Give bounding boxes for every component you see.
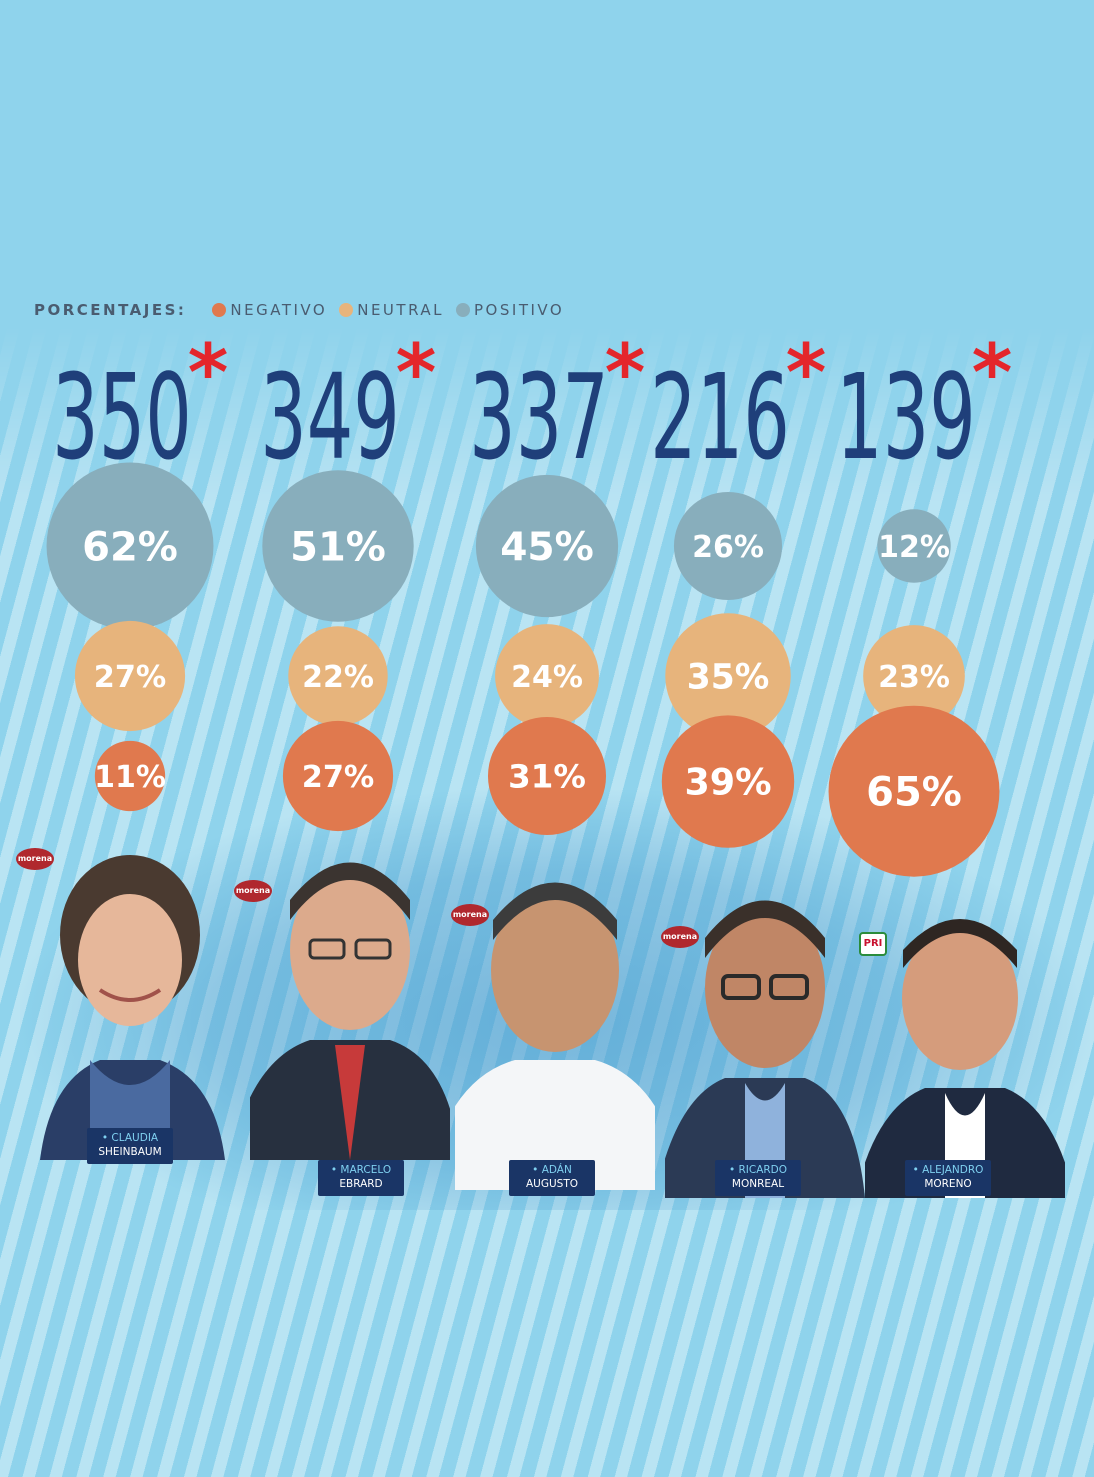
total-asterisk: * [972,329,1013,419]
name-label-ebrard: • MARCELO EBRARD [318,1160,404,1196]
last-name: SHEINBAUM [98,1146,162,1158]
bubble-label-positivo: 26% [692,530,764,565]
bubble-positivo [46,462,214,630]
bubble-label-neutral: 23% [878,660,950,695]
bubble-positivo [877,509,951,583]
first-name: • ADÁN [532,1164,572,1176]
party-logo-morena: morena [451,904,489,926]
first-name: • CLAUDIA [101,1132,159,1144]
bubble-negativo [282,720,394,832]
bubble-positivo [262,470,414,622]
bubble-label-negativo: 65% [866,770,962,816]
bubble-label-neutral: 22% [302,660,374,695]
total-asterisk: * [605,329,646,419]
legend: PORCENTAJES: NEGATIVO NEUTRAL POSITIVO [34,298,570,322]
bubble-label-positivo: 12% [878,530,950,565]
portrait-sheinbaum [40,855,225,1160]
candidate-card-augusto: morena • ADÁN AUGUSTO [451,860,655,1196]
total-label: 139 [836,350,976,487]
bubble-negativo [661,715,795,848]
legend-dot-negative [212,303,227,317]
name-label-augusto: • ADÁN AUGUSTO [509,1160,595,1196]
last-name: AUGUSTO [525,1178,579,1190]
party-logo-morena: morena [16,848,54,870]
portrait-monreal [665,900,865,1198]
bubble-label-negativo: 39% [684,761,771,804]
last-name: MONREAL [731,1178,785,1190]
total-asterisk: * [188,329,229,419]
party-logo-pri: PRI [859,932,887,956]
bubble-neutral [74,620,186,732]
first-name: • MARCELO [330,1164,392,1176]
total-label: 216 [650,350,790,487]
candidate-card-monreal: morena • RICARDO MONREAL [661,868,865,1198]
legend-item-neutral: NEUTRAL [339,301,444,319]
bubble-neutral [495,624,599,728]
candidate-card-sheinbaum: morena • CLAUDIA SHEINBAUM [16,830,230,1164]
party-logo-morena: morena [234,880,272,902]
legend-dot-positive [456,303,471,317]
first-name: • RICARDO [728,1164,788,1176]
bubble-label-neutral: 27% [94,660,166,695]
portrait-ebrard [250,862,450,1160]
total-asterisk: * [396,329,437,419]
total-asterisk: * [786,329,827,419]
legend-title: PORCENTAJES: [34,301,187,319]
bubble-neutral [863,625,965,727]
legend-label-neutral: NEUTRAL [357,301,445,319]
last-name: MORENO [924,1178,972,1190]
bubble-neutral [665,613,791,739]
last-name: EBRARD [339,1178,383,1190]
name-label-moreno: • ALEJANDRO MORENO [905,1160,991,1196]
total-label: 349 [260,350,400,487]
candidate-card-ebrard: morena • MARCELO EBRARD [234,830,450,1196]
portrait-augusto [455,882,655,1190]
bubble-positivo [673,491,783,601]
name-label-monreal: • RICARDO MONREAL [715,1160,801,1196]
bubble-label-negativo: 31% [508,758,586,796]
bubble-negativo [94,740,166,812]
bubble-label-neutral: 35% [687,657,770,697]
bubble-label-negativo: 27% [302,760,374,795]
first-name: • ALEJANDRO [912,1164,984,1176]
total-label: 337 [469,350,609,487]
name-label-sheinbaum: • CLAUDIA SHEINBAUM [87,1128,173,1164]
legend-item-negative: NEGATIVO [212,301,327,319]
candidate-card-moreno: PRI • ALEJANDRO MORENO [859,898,1065,1228]
bubble-negativo [487,716,607,836]
bubble-neutral [288,626,388,726]
bubble-label-positivo: 62% [82,524,178,570]
bubble-negativo [828,705,1000,877]
bubble-label-positivo: 51% [290,524,386,570]
bubble-label-positivo: 45% [500,525,594,570]
bubble-label-negativo: 11% [94,760,166,795]
legend-dot-neutral [339,303,354,317]
bubble-positivo [475,474,619,618]
party-logo-morena: morena [661,926,699,948]
bubble-label-neutral: 24% [511,660,583,695]
legend-label-positive: POSITIVO [474,301,565,319]
legend-item-positive: POSITIVO [456,301,564,319]
legend-label-negative: NEGATIVO [230,301,328,319]
